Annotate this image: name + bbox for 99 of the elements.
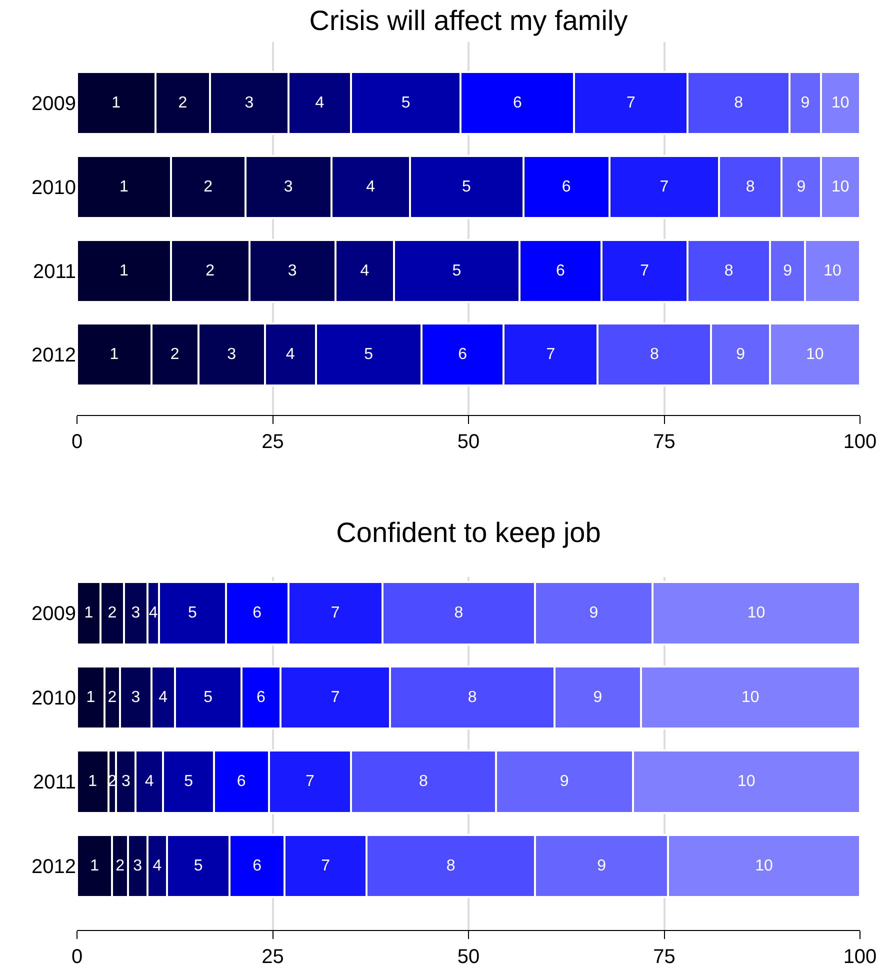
text: 6 <box>556 262 565 280</box>
x-tick-label: 75 <box>653 946 676 965</box>
text: 7 <box>321 857 330 874</box>
x-tick-label: 100 <box>843 431 877 453</box>
series-label: 8 <box>418 773 428 790</box>
text: 2 <box>204 178 213 196</box>
text: 5 <box>204 688 213 706</box>
x-tick-label: 0 <box>71 946 83 965</box>
series-label: 1 <box>112 94 121 112</box>
text: 2 <box>108 688 117 706</box>
text: 5 <box>462 178 471 196</box>
text: 1 <box>119 178 128 196</box>
text: 3 <box>227 346 236 364</box>
text: 9 <box>593 688 602 706</box>
text: 10 <box>747 604 766 622</box>
x-tick-label: 0 <box>71 431 83 453</box>
series-label: 3 <box>244 94 254 112</box>
text: 2 <box>206 262 215 280</box>
series-label: 6 <box>512 94 522 112</box>
chart-title: Confident to keep job <box>336 516 601 548</box>
text: 6 <box>252 604 262 622</box>
text: 4 <box>315 94 324 112</box>
text: 7 <box>660 178 669 196</box>
text: 6 <box>252 857 262 874</box>
text: 7 <box>546 346 556 364</box>
chart-title: Crisis will affect my family <box>309 4 628 36</box>
text: 8 <box>650 346 659 364</box>
text: 1 <box>119 262 128 280</box>
series-label: 9 <box>800 94 810 112</box>
x-tick-label: 100 <box>843 946 877 965</box>
text: 6 <box>562 178 571 196</box>
text: 10 <box>755 857 773 874</box>
text: 9 <box>783 262 792 280</box>
text: 2 <box>116 857 124 874</box>
y-tick-label: 2011 <box>32 772 76 794</box>
text: 5 <box>194 857 203 874</box>
text: 7 <box>640 262 650 280</box>
text: 8 <box>724 262 734 280</box>
series-label: 4 <box>148 604 158 622</box>
text: 4 <box>158 688 168 706</box>
y-tick-label: 2012 <box>32 856 76 878</box>
text: 1 <box>110 346 119 364</box>
y-tick-label: 2009 <box>32 93 76 116</box>
series-label: 8 <box>734 94 744 112</box>
text: 8 <box>468 688 477 706</box>
y-tick-label: 2011 <box>32 260 76 283</box>
text: 7 <box>330 688 340 706</box>
text: 1 <box>90 857 100 874</box>
text: 4 <box>152 857 162 874</box>
y-tick-label: 2010 <box>32 687 76 710</box>
text: 3 <box>131 688 140 706</box>
series-label: 10 <box>738 773 756 790</box>
series-label: 7 <box>626 94 636 112</box>
text: 3 <box>288 262 297 280</box>
text: 4 <box>360 262 370 280</box>
text: 9 <box>796 178 806 196</box>
text: 8 <box>746 178 755 196</box>
text: 5 <box>364 346 374 364</box>
series-label: 5 <box>184 773 194 790</box>
text: 2 <box>178 94 188 112</box>
x-tick-label: 25 <box>262 946 284 965</box>
text: 10 <box>831 178 850 196</box>
text: 6 <box>236 773 246 790</box>
series-label: 3 <box>133 857 142 874</box>
x-tick-label: 25 <box>262 431 284 453</box>
y-tick-label: 2012 <box>32 344 76 367</box>
text: 8 <box>446 857 456 874</box>
series-label: 6 <box>256 688 266 706</box>
y-tick-label: 2009 <box>32 603 76 626</box>
x-tick-label: 50 <box>457 946 480 965</box>
text: 1 <box>88 773 98 790</box>
text: 10 <box>824 262 842 280</box>
series-label: 9 <box>560 773 569 790</box>
text: 2 <box>108 604 117 622</box>
text: 3 <box>131 604 140 622</box>
text: 3 <box>284 178 293 196</box>
x-tick-label: 75 <box>653 431 676 453</box>
text: 4 <box>366 178 376 196</box>
text: 10 <box>741 688 760 706</box>
series-label: 2 <box>170 346 180 364</box>
y-tick-label: 2010 <box>32 177 76 200</box>
text: 7 <box>330 604 340 622</box>
series-label: 1 <box>84 604 94 622</box>
text: 9 <box>736 346 745 364</box>
series-label: 7 <box>305 773 314 790</box>
text: 1 <box>86 688 96 706</box>
text: 3 <box>121 773 130 790</box>
text: 4 <box>144 773 154 790</box>
text: 5 <box>188 604 197 622</box>
text: 10 <box>806 346 824 364</box>
series-label: 5 <box>401 94 410 112</box>
series-label: 4 <box>286 346 295 364</box>
text: 8 <box>454 604 464 622</box>
text: 9 <box>589 604 598 622</box>
x-tick-label: 50 <box>457 431 480 453</box>
text: 5 <box>452 262 462 280</box>
series-label: 10 <box>831 94 850 112</box>
text: 6 <box>458 346 468 364</box>
text: 9 <box>597 857 606 874</box>
